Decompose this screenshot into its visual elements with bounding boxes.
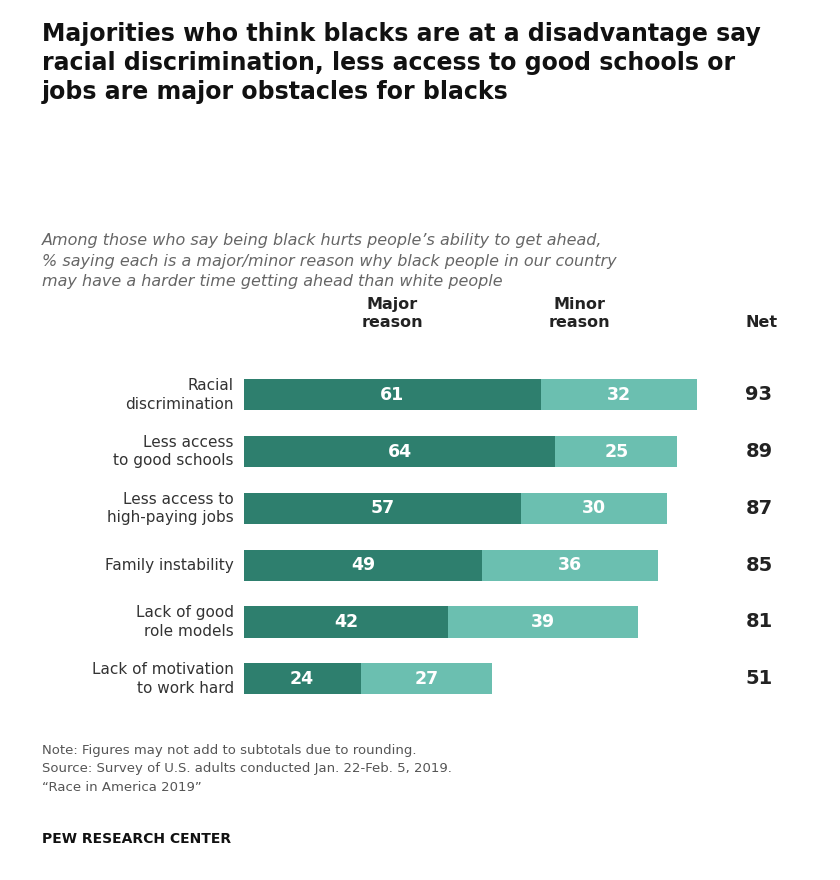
Bar [541, 379, 696, 410]
Bar [449, 606, 638, 638]
Text: 27: 27 [414, 670, 438, 688]
Text: 51: 51 [745, 669, 773, 688]
Text: Less access
to good schools: Less access to good schools [113, 435, 234, 468]
Text: 42: 42 [333, 613, 358, 631]
Bar [244, 379, 541, 410]
Bar [360, 664, 492, 694]
Text: Net: Net [745, 314, 778, 330]
Text: 32: 32 [606, 385, 631, 404]
Text: 61: 61 [380, 385, 404, 404]
Text: 57: 57 [370, 500, 395, 517]
Text: 87: 87 [745, 499, 773, 518]
Text: Lack of good
role models: Lack of good role models [136, 605, 234, 639]
Text: PEW RESEARCH CENTER: PEW RESEARCH CENTER [42, 832, 231, 846]
Bar [244, 664, 360, 694]
Bar [244, 550, 482, 581]
Text: 36: 36 [558, 556, 582, 574]
Text: Racial
discrimination: Racial discrimination [125, 378, 234, 412]
Text: 49: 49 [351, 556, 375, 574]
Bar [482, 550, 658, 581]
Text: Among those who say being black hurts people’s ability to get ahead,
% saying ea: Among those who say being black hurts pe… [42, 233, 617, 289]
Text: Lack of motivation
to work hard: Lack of motivation to work hard [92, 662, 234, 695]
Text: 81: 81 [745, 612, 773, 632]
Bar [555, 436, 677, 467]
Bar [522, 493, 668, 524]
Text: Family instability: Family instability [105, 558, 234, 573]
Text: 25: 25 [604, 443, 628, 460]
Bar [244, 493, 522, 524]
Text: Minor
reason: Minor reason [549, 297, 611, 330]
Text: 64: 64 [387, 443, 412, 460]
Text: Less access to
high-paying jobs: Less access to high-paying jobs [108, 492, 234, 525]
Text: 93: 93 [745, 385, 773, 405]
Text: 30: 30 [582, 500, 606, 517]
Text: 39: 39 [531, 613, 555, 631]
Bar [244, 606, 449, 638]
Text: 24: 24 [290, 670, 314, 688]
Text: 89: 89 [745, 442, 773, 461]
Text: Major
reason: Major reason [361, 297, 423, 330]
Text: Majorities who think blacks are at a disadvantage say
racial discrimination, les: Majorities who think blacks are at a dis… [42, 22, 761, 104]
Text: 85: 85 [745, 555, 773, 575]
Bar [244, 436, 555, 467]
Text: Note: Figures may not add to subtotals due to rounding.
Source: Survey of U.S. a: Note: Figures may not add to subtotals d… [42, 744, 452, 794]
